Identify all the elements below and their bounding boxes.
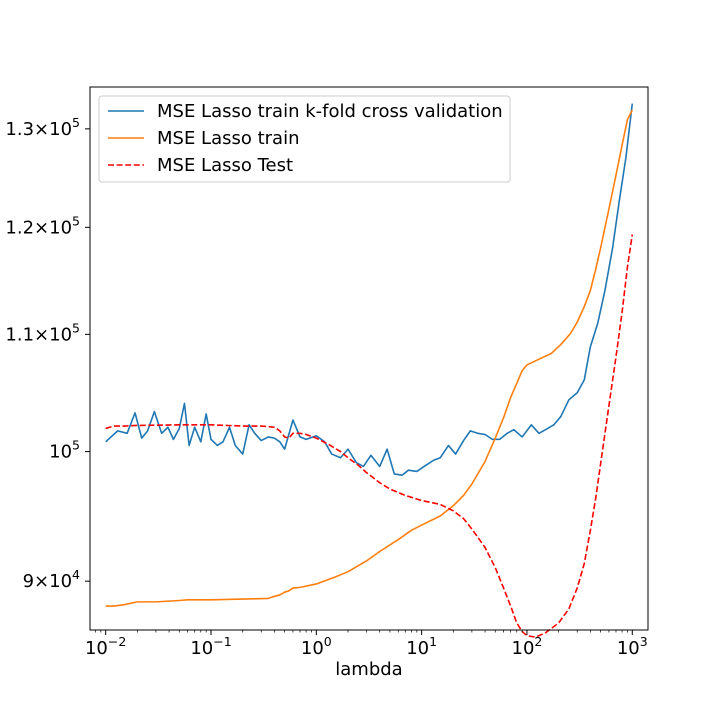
- plot-frame: [89, 86, 649, 631]
- y-axis: 9×104 105 1.1×105 1.2×105 1.3×105: [5, 115, 90, 592]
- x-tick-label: 10−1: [190, 634, 231, 659]
- legend: MSE Lasso train k-fold cross validation M…: [98, 95, 511, 183]
- x-tick-label: 10−2: [85, 634, 126, 659]
- plot-lines: [105, 103, 634, 638]
- y-tick-label: 105: [49, 438, 80, 463]
- x-axis: 10−2 10−1 100 101 102 103: [85, 630, 648, 659]
- series-line-1: [105, 103, 634, 476]
- x-axis-label: lambda: [335, 659, 402, 680]
- y-tick-label: 1.1×105: [5, 320, 80, 345]
- legend-box: [98, 95, 511, 183]
- y-tick-label: 1.2×105: [5, 213, 80, 238]
- series-line-2: [105, 109, 633, 607]
- legend-label-3: MSE Lasso Test: [157, 155, 293, 176]
- y-tick-label: 1.3×105: [5, 115, 80, 140]
- x-tick-label: 103: [617, 634, 648, 659]
- legend-label-2: MSE Lasso train: [157, 128, 300, 149]
- series-line-3: [105, 234, 634, 638]
- x-tick-label: 100: [301, 634, 332, 659]
- x-tick-label: 102: [512, 634, 543, 659]
- legend-label-1: MSE Lasso train k-fold cross validation: [157, 101, 503, 122]
- y-tick-label: 9×104: [23, 567, 80, 592]
- x-tick-label: 101: [406, 634, 437, 659]
